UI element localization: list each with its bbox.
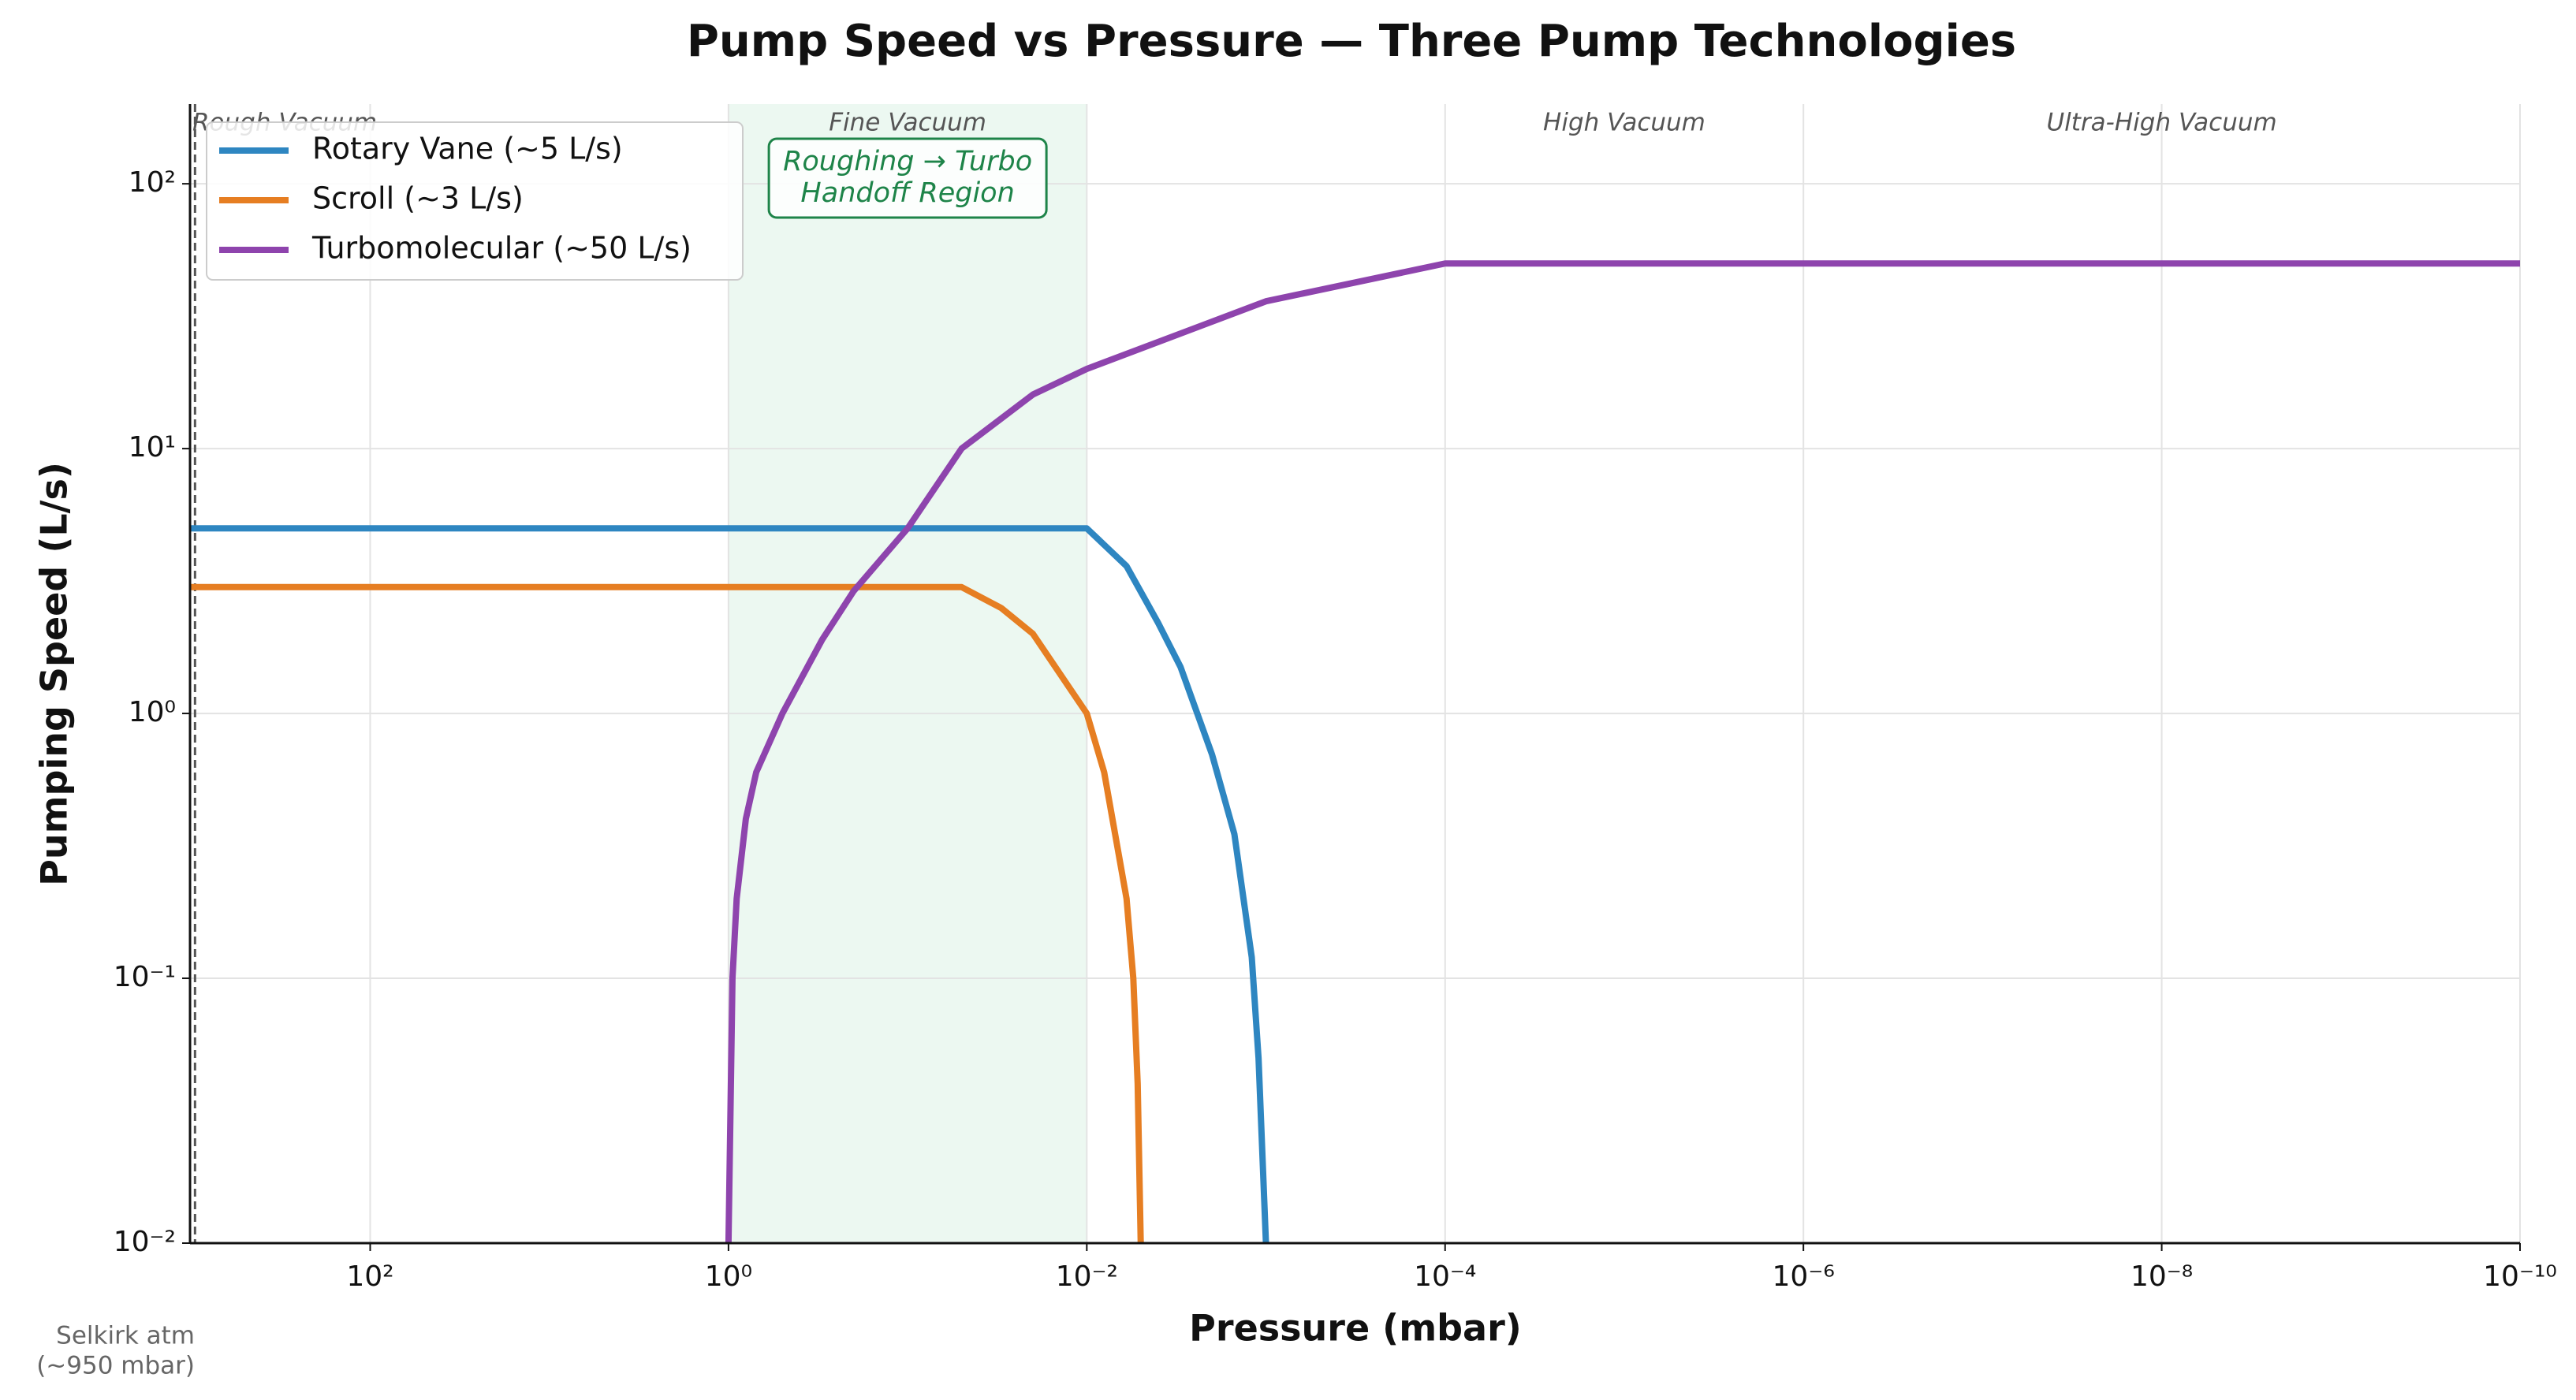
x-tick-label: 10⁻⁶ bbox=[1773, 1260, 1835, 1293]
annotation-text: Roughing → Turbo bbox=[783, 146, 1032, 177]
legend-label: Rotary Vane (~5 L/s) bbox=[312, 132, 623, 166]
reference-label: (~950 mbar) bbox=[36, 1352, 195, 1380]
y-tick-label: 10² bbox=[129, 166, 176, 199]
region-label: High Vacuum bbox=[1543, 109, 1706, 137]
x-tick-label: 10⁻⁸ bbox=[2131, 1260, 2193, 1293]
legend-label: Scroll (~3 L/s) bbox=[312, 181, 524, 216]
y-tick-label: 10¹ bbox=[129, 431, 176, 464]
annotation-box bbox=[767, 137, 1048, 219]
region-label: Fine Vacuum bbox=[829, 109, 986, 137]
legend-label: Turbomolecular (~50 L/s) bbox=[311, 231, 692, 266]
series-line bbox=[190, 583, 1144, 1244]
region-label: Ultra-High Vacuum bbox=[2046, 109, 2276, 137]
y-axis-label: Pumping Speed (L/s) bbox=[33, 462, 76, 886]
x-axis-label: Pressure (mbar) bbox=[1189, 1307, 1522, 1350]
reference-label: Selkirk atm bbox=[56, 1322, 195, 1350]
series-line bbox=[725, 260, 2520, 1244]
annotation-text: Handoff Region bbox=[800, 177, 1014, 209]
legend-box bbox=[206, 121, 744, 281]
x-tick-label: 10⁰ bbox=[705, 1260, 752, 1293]
x-tick-label: 10⁻¹⁰ bbox=[2483, 1260, 2557, 1293]
chart-title: Pump Speed vs Pressure — Three Pump Tech… bbox=[687, 16, 2016, 67]
x-tick-label: 10⁻² bbox=[1056, 1260, 1118, 1293]
series-line bbox=[190, 525, 1269, 1244]
y-tick-label: 10⁰ bbox=[129, 696, 176, 728]
x-tick-label: 10² bbox=[346, 1260, 393, 1293]
y-tick-label: 10⁻² bbox=[114, 1226, 176, 1258]
x-tick-label: 10⁻⁴ bbox=[1414, 1260, 1476, 1293]
y-tick-label: 10⁻¹ bbox=[114, 961, 176, 993]
handoff-span bbox=[728, 104, 1087, 1243]
